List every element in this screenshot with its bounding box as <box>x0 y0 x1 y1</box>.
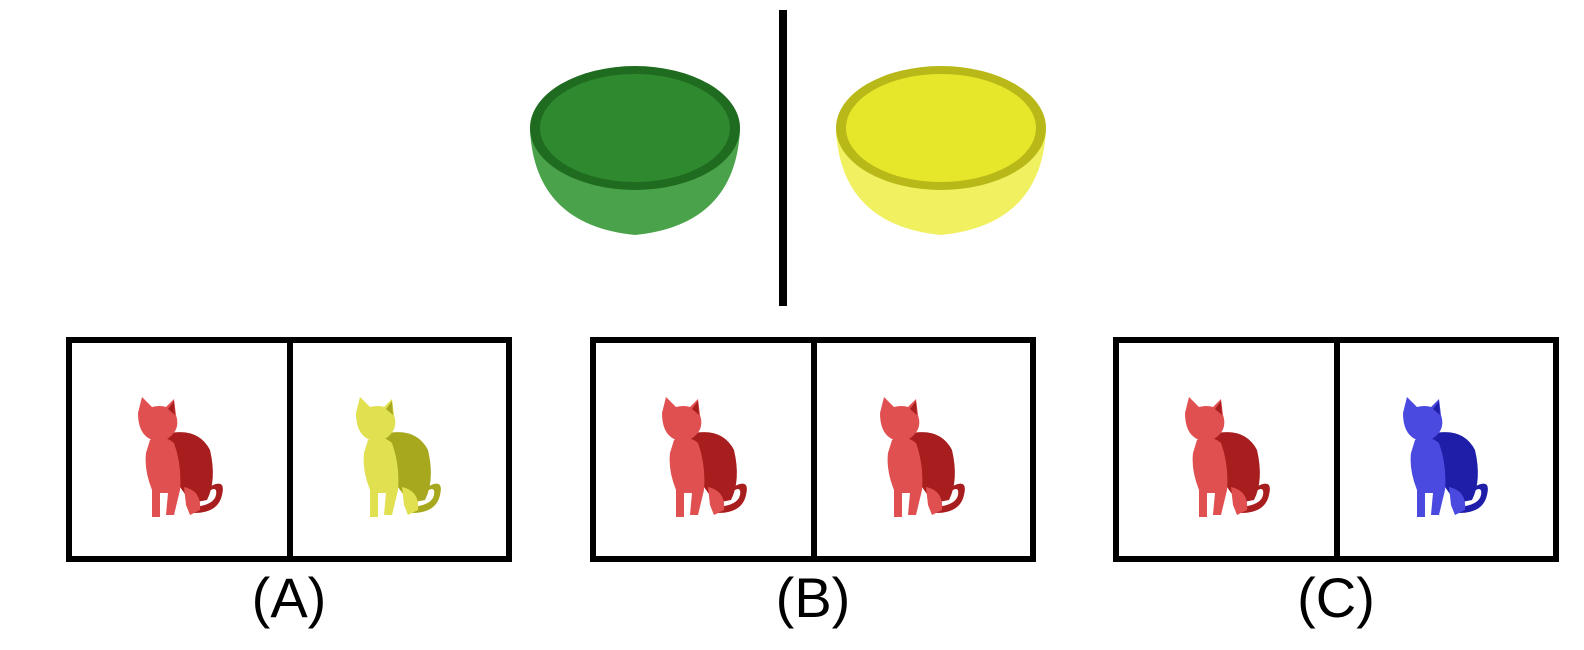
bowl-icon <box>530 66 740 235</box>
bowl-icon <box>836 66 1046 235</box>
cat-icon <box>880 397 965 517</box>
cat-icon <box>1185 397 1270 517</box>
reference-divider <box>779 10 787 306</box>
cat-icon <box>662 397 747 517</box>
option-b-label: (B) <box>775 566 851 629</box>
option-c-label: (C) <box>1297 566 1375 629</box>
cat-icon <box>1403 397 1488 517</box>
option-a-left-cat <box>122 395 242 525</box>
cat-icon <box>138 397 223 517</box>
option-b-left-cat <box>646 395 766 525</box>
panel-divider <box>811 343 817 556</box>
reference-bowl-green <box>520 50 750 250</box>
option-c-left-cat <box>1169 395 1289 525</box>
option-c-right-cat <box>1387 395 1507 525</box>
option-a-panel[interactable] <box>66 337 512 562</box>
reference-bowl-yellow <box>826 50 1056 250</box>
option-b-right-cat <box>864 395 984 525</box>
option-c-panel[interactable] <box>1113 337 1559 562</box>
option-a-label: (A) <box>251 566 327 629</box>
panel-divider <box>1334 343 1340 556</box>
panel-divider <box>287 343 293 556</box>
cat-icon <box>356 397 441 517</box>
option-b-panel[interactable] <box>590 337 1036 562</box>
option-a-right-cat <box>340 395 460 525</box>
